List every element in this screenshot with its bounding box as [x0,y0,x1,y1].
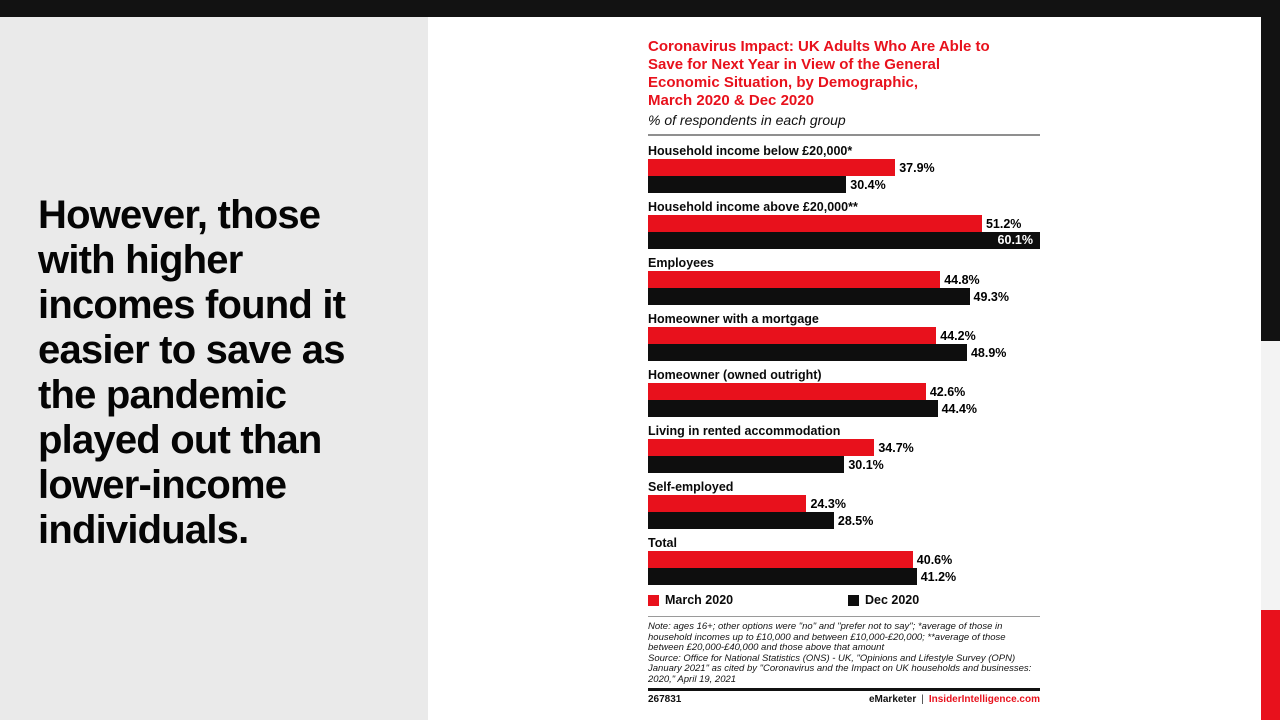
bar-row: 41.2% [648,568,1040,585]
chart-subtitle: % of respondents in each group [648,112,846,128]
bar [648,159,896,176]
bar [648,568,917,585]
bar [648,327,937,344]
bar [648,512,834,529]
top-border-bar [0,0,1280,17]
bar-group: Self-employed 24.3% 28.5% [648,478,1040,529]
value-label: 44.8% [944,272,980,287]
footer-divider [648,688,1040,691]
bar [648,551,913,568]
bar-group: Household income below £20,000* 37.9% 30.4… [648,142,1040,193]
bar-row: 44.8% [648,271,1040,288]
category-label: Homeowner with a mortgage [648,312,819,326]
bar [648,439,875,456]
legend-swatch-icon [648,594,659,606]
value-label: 30.1% [848,457,884,472]
bar-group: Household income above £20,000** 51.2% 60.… [648,198,1040,249]
bar-row: 34.7% [648,439,1040,456]
value-label: 49.3% [973,289,1009,304]
value-label: 44.4% [941,401,978,416]
bar [648,288,970,305]
slide-headline: However, those with higher incomes found… [38,193,346,552]
bar-row: 42.6% [648,383,1040,400]
bar-group: Employees 44.8% 49.3% [648,254,1040,305]
chart-footer: 267831 eMarketer | InsiderIntelligence.com [648,694,1040,705]
bar-row: 49.3% [648,288,1040,305]
bar-row: 24.3% [648,495,1040,512]
legend-item: Dec 2020 [848,593,919,607]
bar-row: 48.9% [648,344,1040,361]
chart-id: 267831 [648,694,682,705]
category-label: Household income below £20,000* [648,144,853,158]
brand-site-link: InsiderIntelligence.com [928,694,1040,705]
value-label: 40.6% [916,552,953,567]
bar [648,215,982,232]
category-label: Household income above £20,000** [648,200,858,214]
chart-panel: Coronavirus Impact: UK Adults Who Are Ab… [648,38,1040,705]
bar: 60.1% [648,232,1040,249]
right-border-gray [1261,341,1280,610]
bar-chart: Household income below £20,000* 37.9% 30.4… [648,142,1040,585]
bar-row: 51.2% [648,215,1040,232]
bar [648,456,845,473]
value-label: 48.9% [970,345,1007,360]
legend-swatch-icon [848,594,859,606]
value-label: 51.2% [985,216,1022,231]
legend-item: March 2020 [648,593,733,607]
category-label: Homeowner (owned outright) [648,368,822,382]
value-label: 41.2% [920,569,957,584]
chart-title: Coronavirus Impact: UK Adults Who Are Ab… [648,38,990,109]
category-label: Self-employed [648,480,734,494]
bar-group: Homeowner (owned outright) 42.6% 44.4% [648,366,1040,417]
value-label: 34.7% [878,440,914,455]
bar-group: Total 40.6% 41.2% [648,534,1040,585]
bar-row: 30.4% [648,176,1040,193]
brand-separator: | [921,694,924,705]
bar-row: 28.5% [648,512,1040,529]
bar-row: 44.2% [648,327,1040,344]
bar-row: 60.1% [648,232,1040,249]
bar-row: 40.6% [648,551,1040,568]
title-divider [648,134,1040,136]
value-label: 42.6% [929,384,966,399]
brand-emarketer: eMarketer [868,694,917,705]
bar [648,344,967,361]
category-label: Living in rented accommodation [648,424,841,438]
value-label: 37.9% [899,160,935,175]
legend-label: Dec 2020 [865,593,920,607]
bar [648,495,807,512]
legend-divider [648,616,1040,617]
bar-row: 30.1% [648,456,1040,473]
category-label: Total [648,536,677,550]
bar-row: 37.9% [648,159,1040,176]
bar-group: Living in rented accommodation 34.7% 30.1% [648,422,1040,473]
chart-note: Note: ages 16+; other options were "no" … [648,621,1032,685]
bar [648,271,941,288]
brand-footer: eMarketer | InsiderIntelligence.com [869,694,1040,705]
category-label: Employees [648,256,715,270]
chart-legend: March 2020 Dec 2020 [648,593,1040,607]
legend-label: March 2020 [665,593,734,607]
value-label: 30.4% [850,177,886,192]
value-label: 44.2% [940,328,976,343]
bar-row: 44.4% [648,400,1040,417]
bar-group: Homeowner with a mortgage 44.2% 48.9% [648,310,1040,361]
right-border-red [1261,610,1280,720]
bar [648,176,847,193]
bar [648,400,938,417]
bar [648,383,926,400]
value-label: 28.5% [837,513,874,528]
value-label: 24.3% [810,496,846,511]
left-panel: However, those with higher incomes found… [0,17,428,720]
value-label: 60.1% [997,233,1033,247]
right-border-black [1261,0,1280,341]
